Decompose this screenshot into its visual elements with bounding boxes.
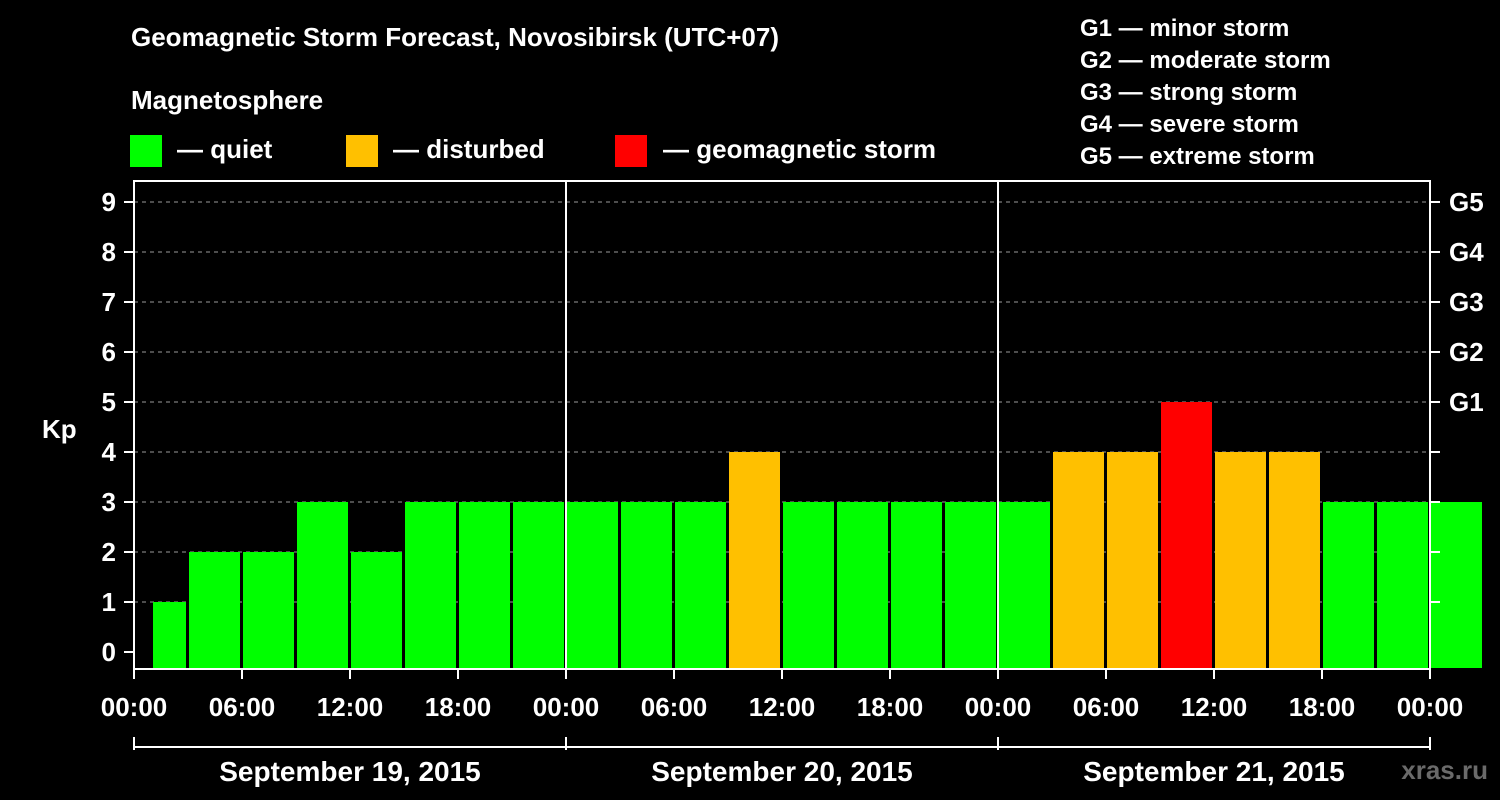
- y-tick-label: 4: [102, 437, 117, 467]
- g-level-label: G3: [1449, 287, 1484, 317]
- kp-bar: [891, 502, 942, 668]
- g-level-label: G5: [1449, 187, 1484, 217]
- chart-title: Geomagnetic Storm Forecast, Novosibirsk …: [131, 22, 780, 52]
- y-axis-label: Kp: [42, 414, 77, 444]
- g-level-label: G1: [1449, 387, 1484, 417]
- kp-bar: [1161, 402, 1212, 668]
- x-tick-label: 18:00: [857, 692, 924, 722]
- y-tick-label: 8: [102, 237, 116, 267]
- x-tick-label: 12:00: [749, 692, 816, 722]
- legend-swatch-quiet: [130, 135, 162, 167]
- day-label: September 19, 2015: [219, 756, 481, 787]
- g-level-label: G4: [1449, 237, 1484, 267]
- kp-bar: [675, 502, 726, 668]
- x-tick-label: 18:00: [425, 692, 492, 722]
- kp-bar: [297, 502, 348, 668]
- g-scale-g3: G3 — strong storm: [1080, 79, 1298, 106]
- g-scale-g4: G4 — severe storm: [1080, 111, 1299, 138]
- kp-bar: [621, 502, 672, 668]
- kp-bar: [405, 502, 456, 668]
- kp-bar: [351, 552, 402, 668]
- kp-bar: [567, 502, 618, 668]
- x-tick-label: 12:00: [1181, 692, 1248, 722]
- x-tick-label: 00:00: [533, 692, 600, 722]
- legend-label-quiet: — quiet: [177, 134, 273, 164]
- y-tick-label: 5: [102, 387, 116, 417]
- kp-bar: [1215, 452, 1266, 668]
- x-tick-label: 12:00: [317, 692, 384, 722]
- kp-bar: [513, 502, 564, 668]
- y-tick-label: 0: [102, 637, 116, 667]
- legend-label-storm: — geomagnetic storm: [663, 134, 937, 164]
- x-tick-label: 00:00: [101, 692, 168, 722]
- watermark: xras.ru: [1401, 755, 1488, 785]
- kp-bar: [189, 552, 240, 668]
- g-scale-g1: G1 — minor storm: [1080, 15, 1290, 42]
- kp-bar: [837, 502, 888, 668]
- day-label: September 20, 2015: [651, 756, 913, 787]
- magnetosphere-label: Magnetosphere: [131, 85, 324, 115]
- kp-bar: [1269, 452, 1320, 668]
- legend-swatch-disturbed: [346, 135, 378, 167]
- y-tick-label: 1: [102, 587, 116, 617]
- x-tick-label: 06:00: [209, 692, 276, 722]
- x-tick-label: 00:00: [1397, 692, 1464, 722]
- kp-bar: [1431, 502, 1482, 668]
- kp-bar: [459, 502, 510, 668]
- legend-swatch-storm: [615, 135, 647, 167]
- legend-label-disturbed: — disturbed: [393, 134, 545, 164]
- kp-bar: [153, 602, 186, 668]
- g-scale-g2: G2 — moderate storm: [1080, 47, 1331, 74]
- x-tick-label: 06:00: [1073, 692, 1140, 722]
- kp-bar: [783, 502, 834, 668]
- day-label: September 21, 2015: [1083, 756, 1345, 787]
- y-tick-label: 7: [102, 287, 116, 317]
- kp-bar: [945, 502, 996, 668]
- y-tick-label: 2: [102, 537, 116, 567]
- kp-bar: [1377, 502, 1428, 668]
- g-level-label: G2: [1449, 337, 1484, 367]
- x-tick-label: 06:00: [641, 692, 708, 722]
- kp-bar: [999, 502, 1050, 668]
- kp-bar: [1107, 452, 1158, 668]
- kp-bar: [243, 552, 294, 668]
- kp-bar: [1323, 502, 1374, 668]
- kp-bar: [729, 452, 780, 668]
- y-tick-label: 6: [102, 337, 116, 367]
- y-tick-label: 3: [102, 487, 116, 517]
- g-scale-g5: G5 — extreme storm: [1080, 143, 1315, 170]
- kp-bar: [1053, 452, 1104, 668]
- y-tick-label: 9: [102, 187, 116, 217]
- x-tick-label: 00:00: [965, 692, 1032, 722]
- x-tick-label: 18:00: [1289, 692, 1356, 722]
